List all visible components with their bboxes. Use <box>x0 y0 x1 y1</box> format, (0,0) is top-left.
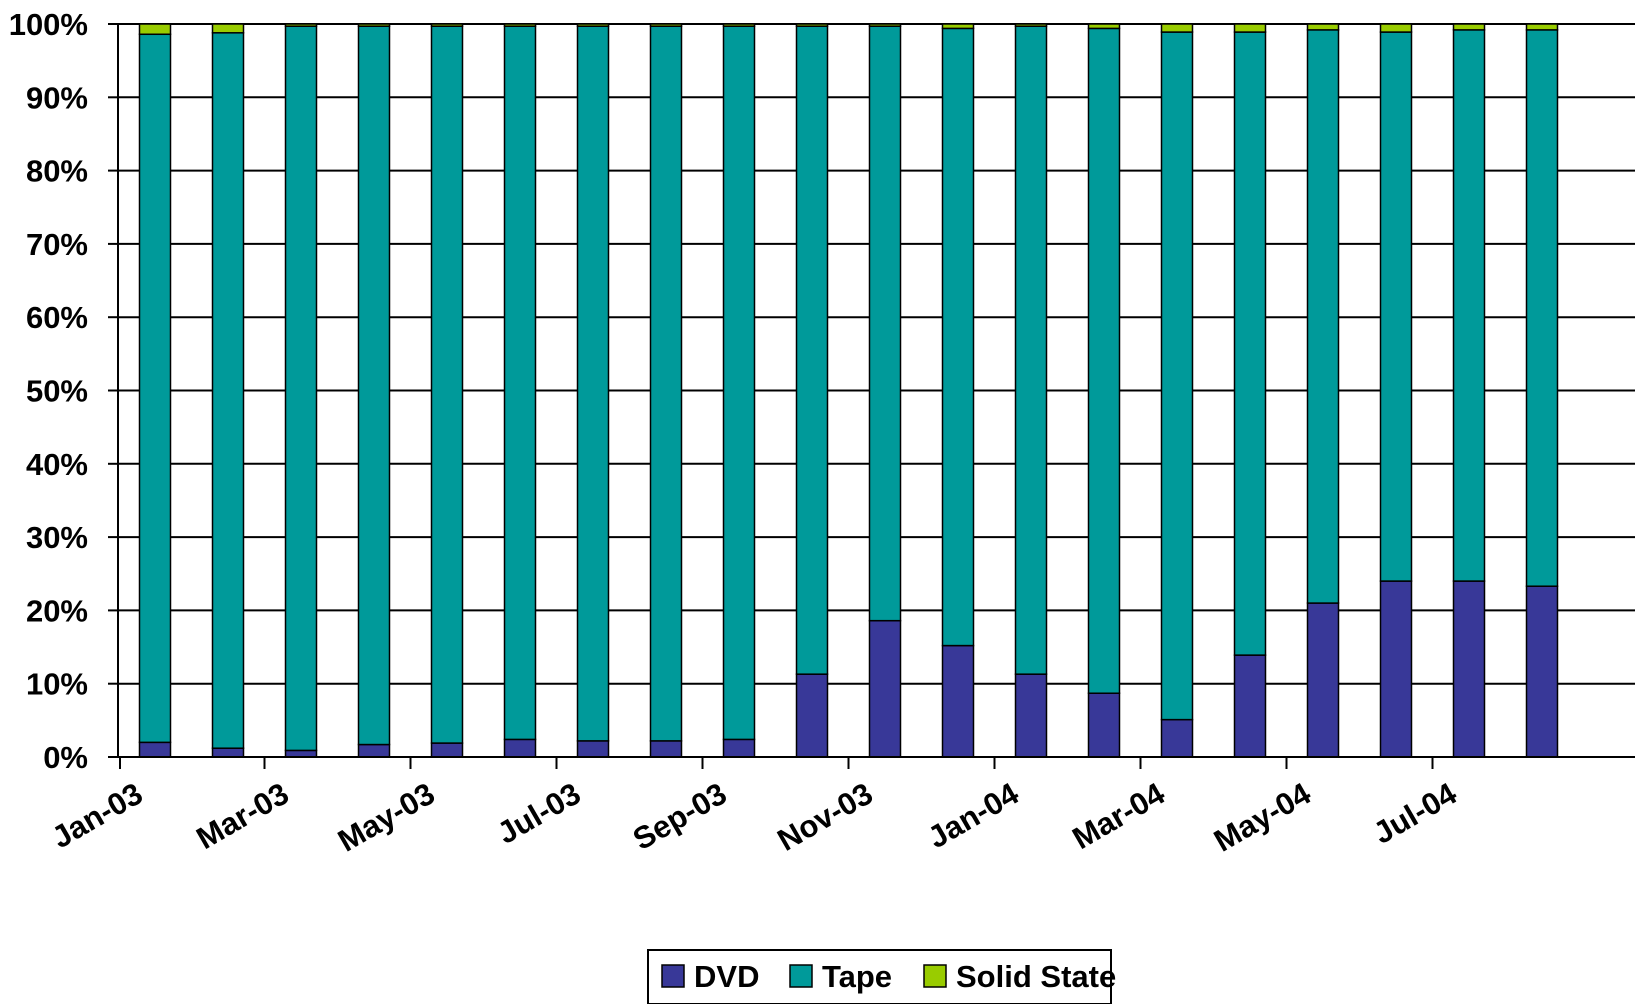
bar-solid-state <box>1014 23 1048 27</box>
bar-dvd <box>1306 602 1340 758</box>
y-tick-label: 60% <box>26 300 88 335</box>
y-tick-label: 80% <box>26 154 88 189</box>
bar-dvd <box>795 673 829 758</box>
bar-solid-state <box>941 23 975 30</box>
bar-solid-state <box>1525 23 1559 31</box>
bar-dvd <box>722 738 756 758</box>
x-tick-label: Nov-03 <box>771 776 878 858</box>
bar-solid-state <box>284 23 318 27</box>
bar-tape <box>1525 29 1559 587</box>
bar-solid-state <box>795 23 829 27</box>
legend-swatch <box>923 964 947 988</box>
y-tick-label: 10% <box>26 667 88 702</box>
x-tick-labels: Jan-03 Mar-03 May-03 Jul-03 Sep-03 Nov-03 Jan-… <box>46 775 1463 858</box>
bar-tape <box>1379 31 1413 582</box>
axes <box>108 23 1635 769</box>
bar-tape <box>649 25 683 742</box>
bars <box>138 23 1559 758</box>
bar-tape <box>138 33 172 744</box>
bar-tape <box>1087 27 1121 694</box>
bar-solid-state <box>1379 23 1413 33</box>
y-tick-labels: 0% 10% 20% 30% 40% 50% 60% 70% 80% 90% 100% <box>9 7 88 775</box>
bar-dvd <box>1452 580 1486 758</box>
bar-dvd <box>503 738 537 758</box>
bar-solid-state <box>868 23 902 27</box>
bar-tape <box>1306 29 1340 604</box>
x-tick-label: Jan-04 <box>922 775 1025 855</box>
legend-label: Solid State <box>956 959 1116 994</box>
x-tick-label: May-04 <box>1208 775 1317 858</box>
bar-dvd <box>1525 585 1559 758</box>
bar-dvd <box>1087 692 1121 758</box>
bar-dvd <box>868 619 902 758</box>
bar-tape <box>1452 29 1486 582</box>
legend-label: Tape <box>822 959 892 994</box>
y-tick-label: 70% <box>26 227 88 262</box>
bar-dvd <box>1014 673 1048 758</box>
bar-tape <box>284 25 318 752</box>
bar-dvd <box>1160 718 1194 758</box>
legend-swatch <box>789 964 813 988</box>
bar-tape <box>576 25 610 742</box>
bar-solid-state <box>576 23 610 27</box>
bar-tape <box>1160 31 1194 721</box>
y-tick-label: 100% <box>9 7 88 42</box>
bar-tape <box>941 27 975 647</box>
bar-dvd <box>211 747 245 758</box>
bar-tape <box>211 32 245 749</box>
y-tick-label: 40% <box>26 447 88 482</box>
x-tick-label: Sep-03 <box>627 776 733 857</box>
bar-dvd <box>1233 654 1267 758</box>
y-tick-label: 20% <box>26 593 88 628</box>
bar-solid-state <box>722 23 756 27</box>
bar-solid-state <box>211 23 245 34</box>
bar-solid-state <box>649 23 683 27</box>
bar-dvd <box>1379 580 1413 758</box>
bar-dvd <box>649 740 683 758</box>
bar-solid-state <box>430 23 464 27</box>
bar-tape <box>430 25 464 744</box>
x-tick-label: Jul-03 <box>491 776 586 851</box>
bar-tape <box>1014 25 1048 675</box>
bar-dvd <box>576 740 610 758</box>
bar-solid-state <box>1233 23 1267 33</box>
bar-solid-state <box>138 23 172 36</box>
y-tick-label: 50% <box>26 374 88 409</box>
bar-dvd <box>357 743 391 758</box>
x-tick-label: May-03 <box>332 776 441 859</box>
legend-swatch <box>661 964 685 988</box>
bar-solid-state <box>1087 23 1121 30</box>
bar-tape <box>1233 31 1267 656</box>
bar-solid-state <box>1306 23 1340 31</box>
bar-solid-state <box>503 23 537 27</box>
bar-solid-state <box>1452 23 1486 31</box>
y-tick-label: 90% <box>26 80 88 115</box>
bar-tape <box>503 25 537 741</box>
legend-box <box>647 949 1112 1004</box>
bar-dvd <box>430 742 464 758</box>
bar-tape <box>722 25 756 741</box>
bar-dvd <box>941 644 975 758</box>
x-tick-label: Jul-04 <box>1367 775 1463 850</box>
y-tick-label: 0% <box>43 740 88 775</box>
bar-solid-state <box>357 23 391 27</box>
x-tick-label: Mar-03 <box>190 776 294 856</box>
bar-tape <box>795 25 829 675</box>
x-tick-label: Jan-03 <box>46 776 149 855</box>
legend: DVD Tape Solid State <box>647 949 1116 1004</box>
bar-tape <box>357 25 391 746</box>
y-tick-label: 30% <box>26 520 88 555</box>
bar-tape <box>868 25 902 622</box>
x-tick-label: Mar-04 <box>1066 775 1171 856</box>
bar-dvd <box>138 741 172 758</box>
legend-label: DVD <box>694 959 759 994</box>
bar-solid-state <box>1160 23 1194 33</box>
